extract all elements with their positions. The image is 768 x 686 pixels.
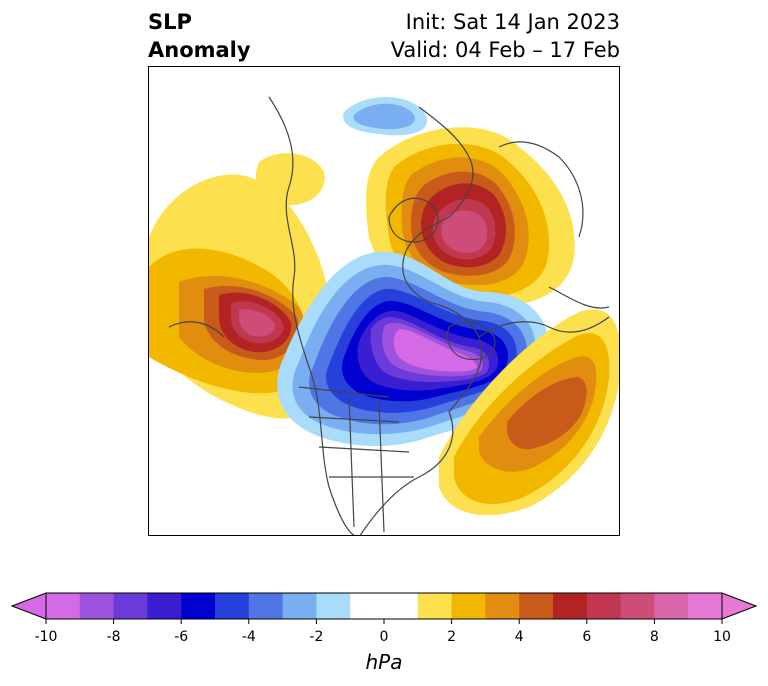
map-canvas bbox=[149, 96, 619, 535]
colorbar-swatch bbox=[46, 593, 81, 619]
colorbar-swatch bbox=[485, 593, 520, 619]
valid-range: Valid: 04 Feb – 17 Feb bbox=[390, 38, 620, 62]
colorbar-tick-label: 0 bbox=[379, 629, 389, 645]
colorbar-swatch bbox=[417, 593, 453, 619]
atlantic-high bbox=[439, 309, 619, 516]
colorbar-swatch bbox=[654, 593, 689, 619]
canada-high bbox=[255, 153, 325, 206]
colorbar-extend-high bbox=[721, 592, 758, 620]
east-siberia-low bbox=[343, 97, 428, 136]
colorbar-swatch bbox=[282, 593, 317, 619]
colorbar-swatch bbox=[147, 593, 182, 619]
colorbar-swatch bbox=[181, 593, 216, 619]
colorbar-swatch bbox=[519, 593, 554, 619]
colorbar-tick-label: 6 bbox=[582, 629, 592, 645]
colorbar-swatch bbox=[79, 593, 115, 619]
colorbar-swatch bbox=[553, 593, 588, 619]
coastlines bbox=[168, 96, 610, 535]
colorbar-tick-label: -4 bbox=[241, 629, 256, 645]
colorbar-tick-label: -2 bbox=[309, 629, 324, 645]
colorbar-swatch bbox=[620, 593, 655, 619]
colorbar-swatch bbox=[451, 593, 486, 619]
chart-title: SLP Anomaly bbox=[148, 8, 251, 64]
anomaly-map bbox=[148, 66, 620, 536]
colorbar-tick-label: 10 bbox=[713, 629, 731, 645]
init-date: Init: Sat 14 Jan 2023 bbox=[405, 10, 620, 34]
colorbar bbox=[10, 592, 758, 624]
title-line-1: SLP bbox=[148, 10, 192, 34]
colorbar-swatches bbox=[46, 593, 723, 619]
colorbar-swatch bbox=[688, 593, 723, 619]
colorbar-swatch bbox=[586, 593, 622, 619]
colorbar-extend-low bbox=[10, 592, 47, 620]
colorbar-swatch bbox=[248, 593, 284, 619]
colorbar-swatch bbox=[316, 593, 351, 619]
colorbar-swatch bbox=[350, 593, 385, 619]
colorbar-swatch bbox=[215, 593, 250, 619]
title-line-2: Anomaly bbox=[148, 38, 251, 62]
colorbar-ticks bbox=[45, 619, 723, 624]
colorbar-tick-label: 8 bbox=[649, 629, 659, 645]
colorbar-tick-label: -10 bbox=[34, 629, 58, 645]
colorbar-tick-label: -8 bbox=[106, 629, 121, 645]
date-info: Init: Sat 14 Jan 2023 Valid: 04 Feb – 17… bbox=[391, 8, 620, 64]
colorbar-tick-label: -6 bbox=[174, 629, 189, 645]
colorbar-swatch bbox=[384, 593, 419, 619]
colorbar-tick-label: 2 bbox=[447, 629, 457, 645]
colorbar-swatch bbox=[113, 593, 148, 619]
colorbar-units: hPa bbox=[365, 650, 403, 674]
pacific-high bbox=[149, 174, 335, 419]
colorbar-tick-label: 4 bbox=[514, 629, 524, 645]
